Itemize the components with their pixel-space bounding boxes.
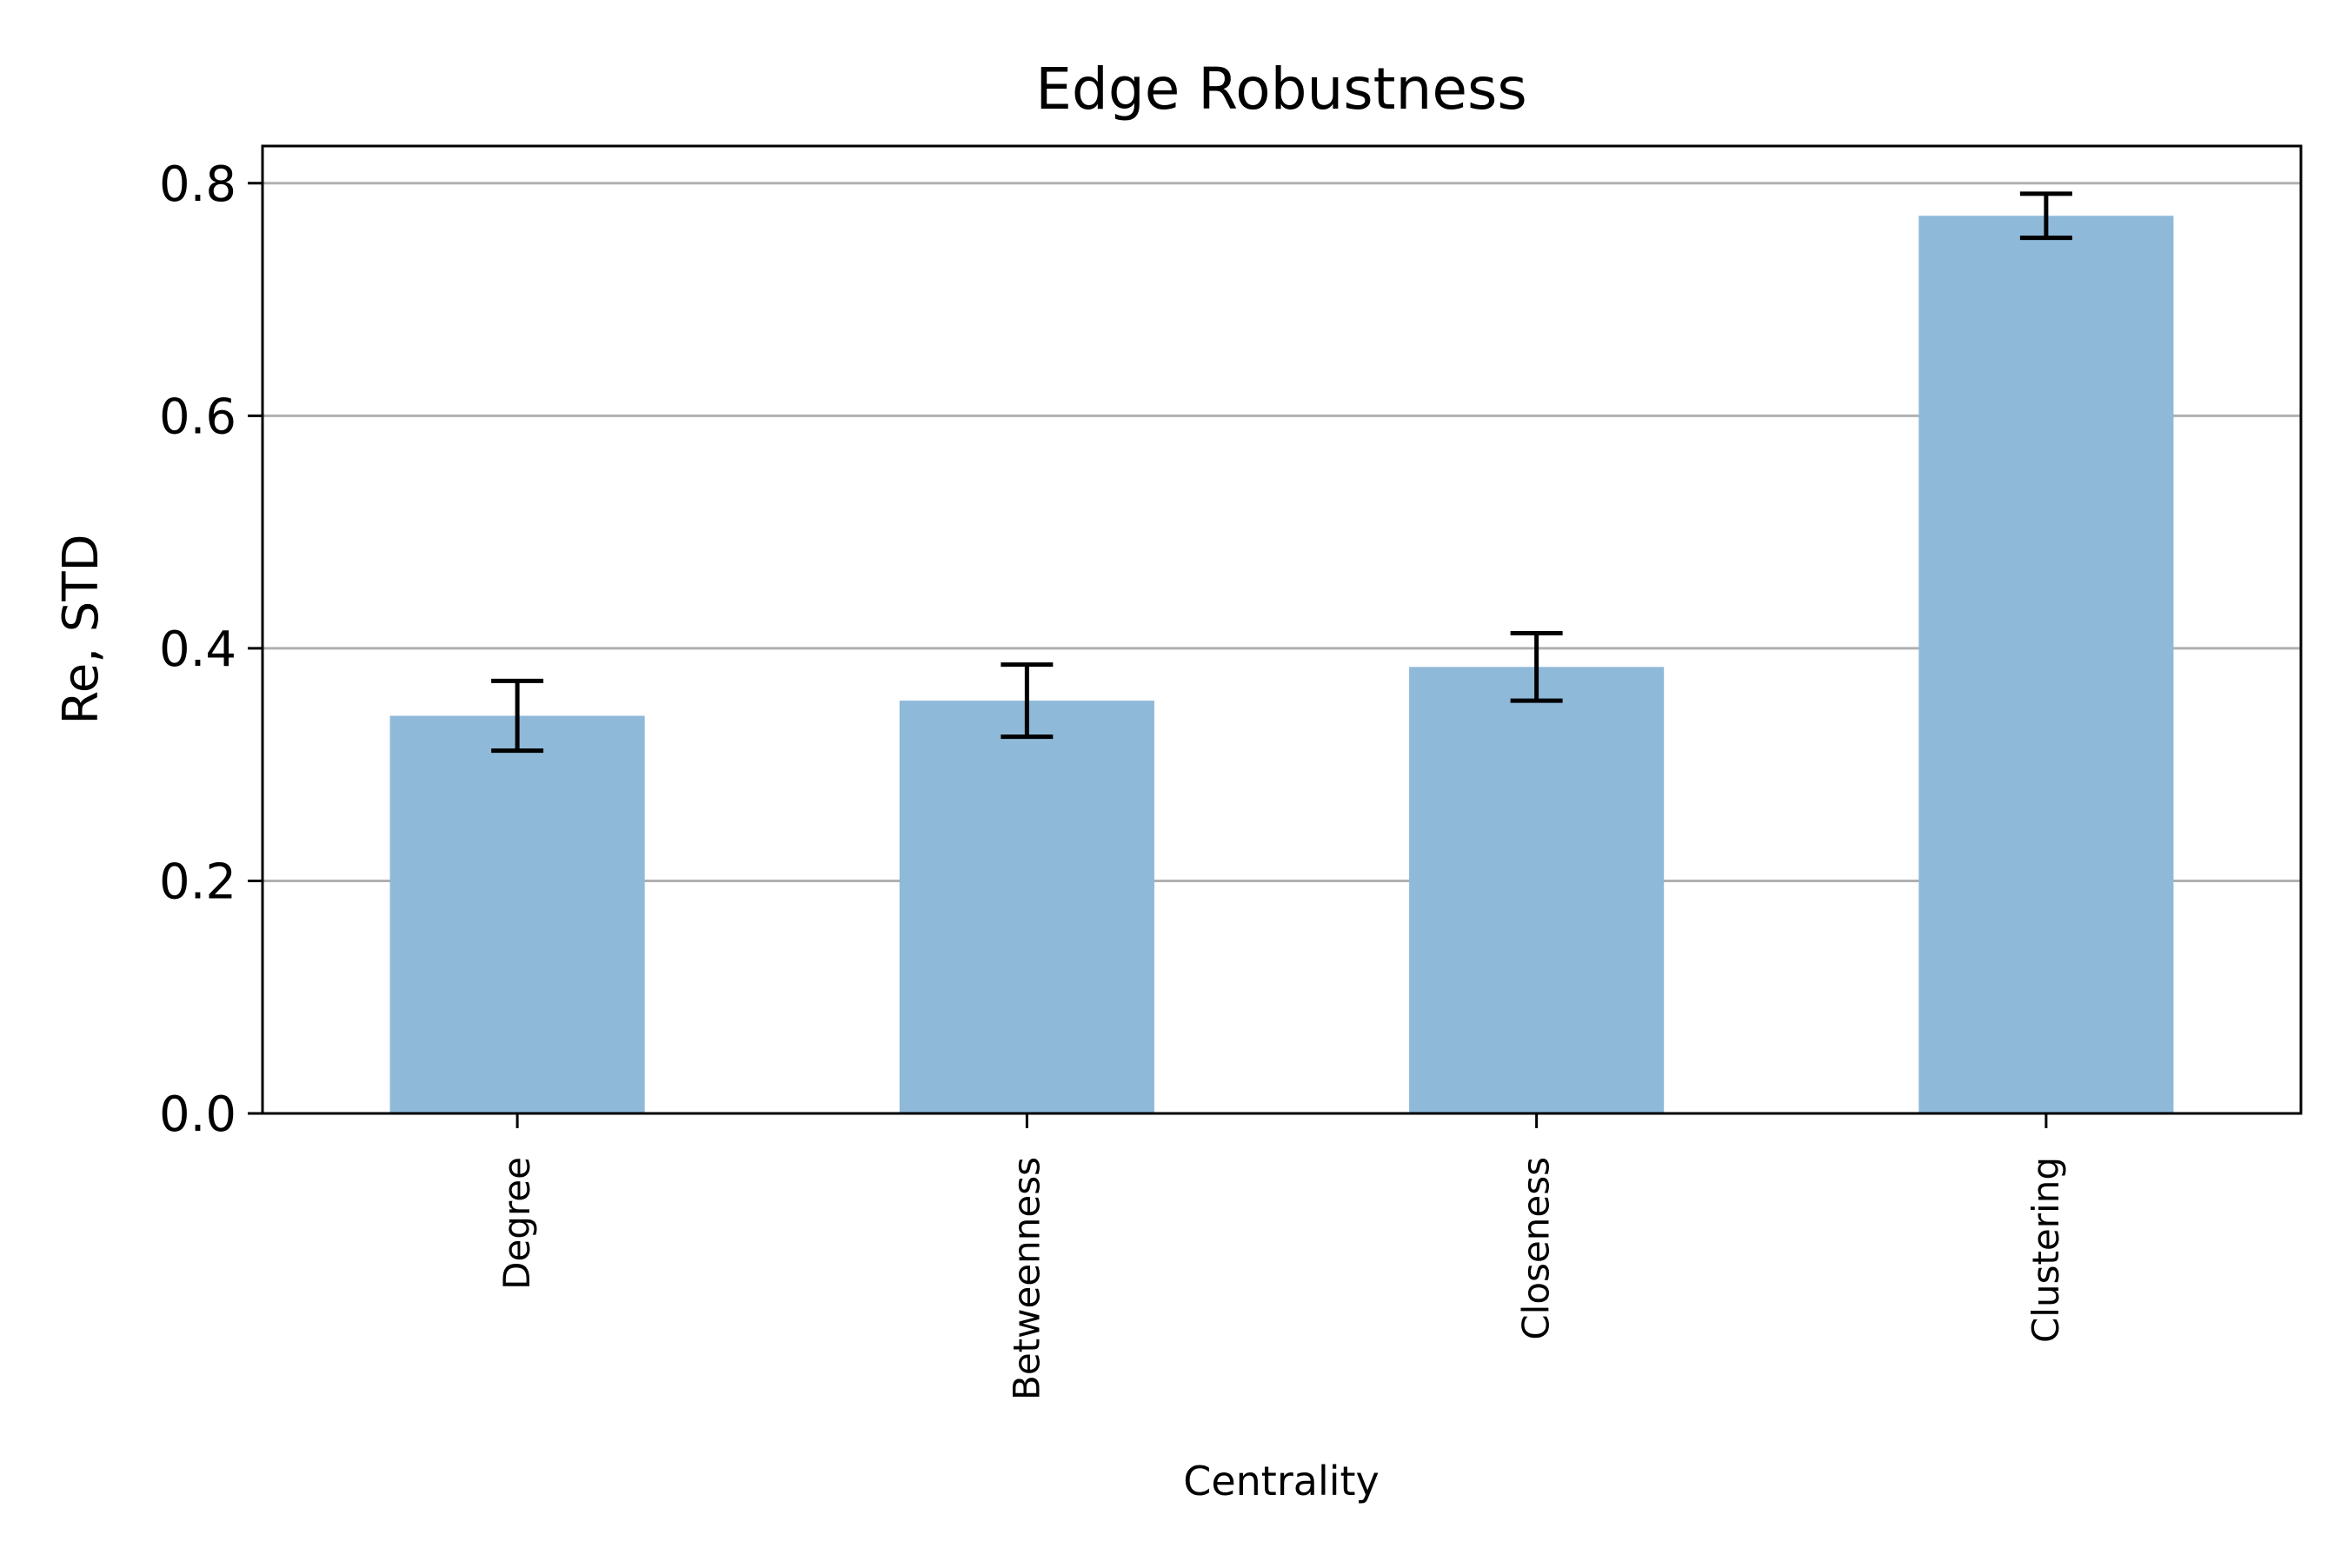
y-tick-label: 0.4 — [159, 621, 236, 678]
bar-degree — [389, 715, 645, 1113]
x-tick-label-closeness: Closeness — [1515, 1157, 1558, 1340]
x-tick-label-degree: Degree — [495, 1157, 538, 1290]
error-bars — [491, 191, 2072, 754]
y-axis-label: Re, STD — [53, 534, 110, 724]
bars — [389, 216, 2174, 1114]
plot-frame — [261, 144, 2303, 1115]
x-tick-label-betweenness: Betweenness — [1005, 1157, 1047, 1400]
x-axis-label: Centrality — [1183, 1458, 1380, 1505]
bar-betweenness — [899, 701, 1154, 1113]
y-tick-label: 0.6 — [159, 389, 236, 445]
y-axis-ticks: 0.0 0.2 0.4 0.6 0.8 — [159, 156, 263, 1143]
y-tick-label: 0.2 — [159, 854, 236, 910]
chart-title: Edge Robustness — [1035, 56, 1527, 123]
y-tick-label: 0.0 — [159, 1086, 236, 1143]
bar-closeness — [1409, 667, 1665, 1113]
y-tick-label: 0.8 — [159, 156, 236, 213]
x-tick-label-clustering: Clustering — [2025, 1157, 2067, 1343]
bar-clustering — [1918, 216, 2174, 1114]
x-axis-ticks: Degree Betweenness Closeness Clustering — [495, 1113, 2067, 1400]
